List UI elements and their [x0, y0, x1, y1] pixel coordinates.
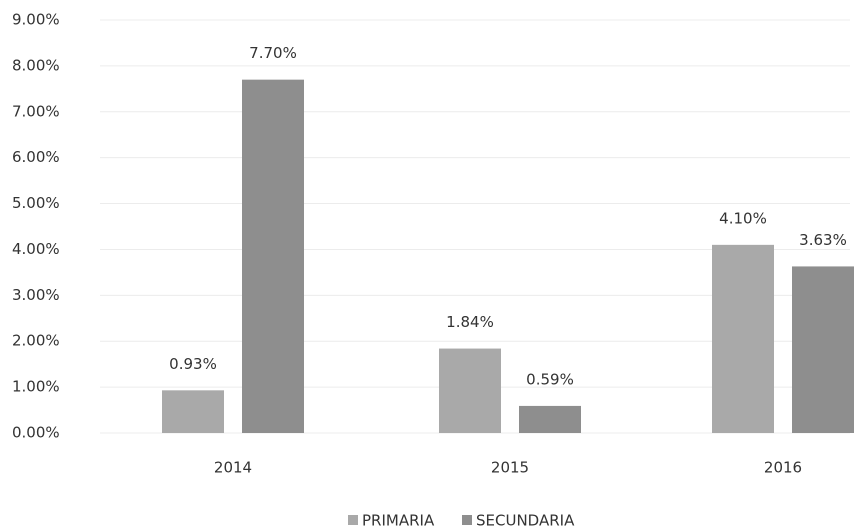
value-label: 4.10%	[719, 209, 767, 227]
value-label: 3.63%	[799, 231, 847, 249]
bar	[792, 266, 854, 433]
y-tick-label: 7.00%	[12, 102, 60, 120]
y-tick-label: 8.00%	[12, 56, 60, 74]
bar	[712, 244, 774, 433]
bar	[242, 79, 304, 434]
value-label: 7.70%	[249, 44, 297, 62]
value-label: 0.59%	[526, 370, 574, 388]
y-tick-label: 9.00%	[12, 11, 60, 29]
legend-label: PRIMARIA	[362, 512, 435, 530]
y-tick-label: 1.00%	[12, 378, 60, 396]
bar	[162, 390, 224, 433]
legend-swatch	[462, 515, 472, 525]
x-tick-label: 2015	[491, 459, 529, 477]
x-tick-label: 2016	[764, 459, 802, 477]
legend-swatch	[348, 515, 358, 525]
bar	[519, 405, 581, 433]
value-label: 1.84%	[446, 313, 494, 331]
y-tick-label: 0.00%	[12, 424, 60, 442]
legend-label: SECUNDARIA	[476, 512, 575, 530]
y-tick-label: 3.00%	[12, 286, 60, 304]
bar	[439, 348, 501, 433]
y-tick-label: 5.00%	[12, 194, 60, 212]
y-tick-label: 2.00%	[12, 332, 60, 350]
y-tick-label: 4.00%	[12, 240, 60, 258]
value-label: 0.93%	[169, 355, 217, 373]
y-tick-label: 6.00%	[12, 148, 60, 166]
x-tick-label: 2014	[214, 459, 252, 477]
